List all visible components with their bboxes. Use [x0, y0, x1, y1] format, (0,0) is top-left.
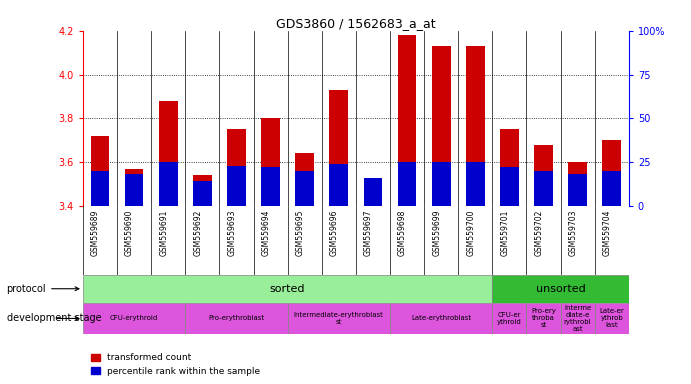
Bar	[466, 162, 484, 206]
Bar	[185, 303, 287, 334]
Bar	[330, 90, 348, 206]
Text: CFU-er
ythroid: CFU-er ythroid	[497, 312, 522, 325]
Text: GSM559702: GSM559702	[535, 209, 544, 256]
Bar	[500, 167, 519, 206]
Bar	[193, 181, 211, 206]
Bar	[91, 136, 109, 206]
Bar	[432, 46, 451, 206]
Bar	[568, 162, 587, 206]
Bar	[603, 140, 621, 206]
Text: Interme
diate-e
rythrobl
ast: Interme diate-e rythrobl ast	[564, 305, 591, 332]
Text: GSM559694: GSM559694	[262, 209, 271, 256]
Text: Late-er
ythrob
last: Late-er ythrob last	[599, 308, 624, 328]
Bar	[83, 275, 493, 303]
Bar	[159, 101, 178, 206]
Text: GSM559691: GSM559691	[159, 209, 168, 256]
Text: unsorted: unsorted	[536, 284, 585, 294]
Bar	[363, 182, 382, 206]
Bar	[124, 174, 144, 206]
Bar	[397, 35, 417, 206]
Text: GSM559692: GSM559692	[193, 209, 202, 256]
Text: Pro-ery
throba
st: Pro-ery throba st	[531, 308, 556, 328]
Text: GSM559704: GSM559704	[603, 209, 612, 256]
Bar	[261, 167, 280, 206]
Text: GSM559701: GSM559701	[500, 209, 509, 256]
Text: Late-erythroblast: Late-erythroblast	[411, 315, 471, 321]
Text: GSM559689: GSM559689	[91, 209, 100, 256]
Bar	[295, 153, 314, 206]
Bar	[397, 162, 417, 206]
Title: GDS3860 / 1562683_a_at: GDS3860 / 1562683_a_at	[276, 17, 436, 30]
Text: CFU-erythroid: CFU-erythroid	[110, 315, 158, 321]
Bar	[330, 164, 348, 206]
Bar	[466, 46, 484, 206]
Text: GSM559698: GSM559698	[398, 209, 407, 256]
Bar	[227, 129, 246, 206]
Legend: transformed count, percentile rank within the sample: transformed count, percentile rank withi…	[88, 350, 264, 379]
Bar	[603, 171, 621, 206]
Bar	[295, 171, 314, 206]
Bar	[560, 303, 595, 334]
Text: GSM559700: GSM559700	[466, 209, 475, 256]
Bar	[91, 171, 109, 206]
Text: protocol: protocol	[6, 284, 79, 294]
Text: GSM559693: GSM559693	[227, 209, 236, 256]
Text: GSM559690: GSM559690	[125, 209, 134, 256]
Bar	[83, 303, 185, 334]
Text: GSM559697: GSM559697	[364, 209, 373, 256]
Bar	[534, 171, 553, 206]
Bar	[124, 169, 144, 206]
Bar	[500, 129, 519, 206]
Bar	[568, 174, 587, 206]
Text: GSM559695: GSM559695	[296, 209, 305, 256]
Text: GSM559699: GSM559699	[432, 209, 441, 256]
Bar	[287, 303, 390, 334]
Bar	[432, 162, 451, 206]
Text: GSM559703: GSM559703	[569, 209, 578, 256]
Text: sorted: sorted	[270, 284, 305, 294]
Bar	[159, 162, 178, 206]
Text: development stage: development stage	[6, 313, 101, 323]
Bar	[193, 175, 211, 206]
Bar	[493, 275, 629, 303]
Bar	[534, 144, 553, 206]
Bar	[227, 166, 246, 206]
Bar	[493, 303, 527, 334]
Bar	[390, 303, 492, 334]
Bar	[527, 303, 560, 334]
Text: Pro-erythroblast: Pro-erythroblast	[209, 315, 265, 321]
Bar	[595, 303, 629, 334]
Bar	[363, 178, 382, 206]
Text: GSM559696: GSM559696	[330, 209, 339, 256]
Text: Intermediate-erythroblast
st: Intermediate-erythroblast st	[294, 312, 384, 325]
Bar	[261, 118, 280, 206]
